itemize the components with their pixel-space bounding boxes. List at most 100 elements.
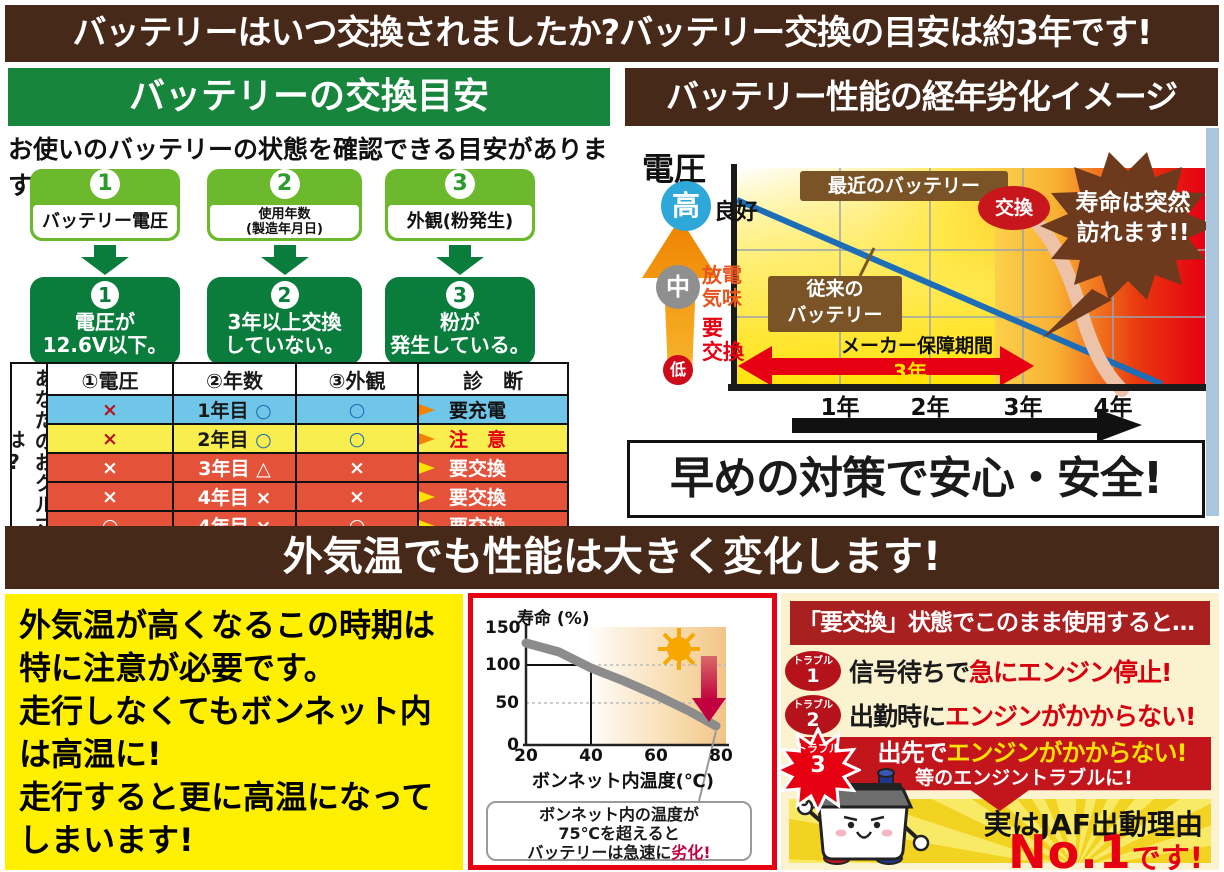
level-low-badge: 低 [663, 355, 693, 385]
bubble-line3-highlight: 劣化! [671, 843, 711, 862]
step-3-number: 3 [445, 169, 475, 199]
trouble-3-badge: トラブル 3 [781, 725, 863, 815]
voltage-mark: × [102, 398, 118, 421]
years-mark: ○ [255, 429, 272, 451]
step-2-result-number: 2 [270, 281, 299, 309]
years-label: 2年目 [197, 429, 249, 451]
step-3: 3 外観(粉発生) 3 粉が 発生している。 [385, 166, 535, 365]
trouble-2-highlight: エンジンがかからない! [945, 702, 1196, 731]
step-3-result-line1: 粉が [440, 310, 480, 334]
trouble-row-2: トラブル 2 出勤時にエンジンがかからない! [785, 693, 1196, 737]
bubble-line2: 75℃を超えると [558, 824, 680, 843]
level-high-badge: 高 [661, 181, 711, 231]
col-header-voltage: ①電圧 [46, 362, 174, 396]
trouble-2-badge: トラブル 2 [785, 695, 841, 735]
trouble-3-prefix: 出先で [877, 739, 948, 767]
warning-line: しまいます! [19, 821, 194, 859]
diagnosis-arrow-icon [420, 427, 435, 450]
bubble-line3-prefix: バッテリーは急速に [527, 843, 672, 862]
step-2-result-box: 2 3年以上交換 していない。 [207, 277, 362, 365]
down-arrow-icon [436, 245, 484, 275]
heat-warning-box: 外気温が高くなるこの時期は 特に注意が必要です。 走行しなくてもボンネット内 は… [5, 594, 463, 870]
warranty-label: メーカー保障期間 [840, 335, 993, 357]
trouble-panel-header: 「要交換」状態でこのまま使用すると… [790, 601, 1210, 645]
table-row: × 2年目 ○ ○ 注 意 [11, 423, 569, 454]
trouble-1-highlight: 急にエンジン停止! [969, 658, 1172, 687]
step-2: 2 使用年数 (製造年月日) 2 3年以上交換 していない。 [207, 166, 362, 365]
recent-battery-tag: 最近のバッテリー [800, 171, 1008, 201]
diagnosis-table: あなたのおクルマは? ①電圧 ②年数 ③外観 診 断 × 1年目 ○ ○ 要充電… [10, 362, 569, 541]
trouble-1-prefix: 信号待ちで [849, 658, 970, 687]
badge-label: トラブル [793, 700, 833, 711]
jaf-reason-text: 実はJAF出動理由 [983, 808, 1203, 841]
step-2-check-box: 2 使用年数 (製造年月日) [207, 169, 362, 241]
state-replace-line1: 要 [702, 316, 723, 340]
table-row: × 1年目 ○ ○ 要充電 [11, 394, 569, 425]
step-1: 1 バッテリー電圧 1 電圧が 12.6V以下。 [30, 166, 180, 365]
temp-warning-bubble: ボンネット内の温度が 75℃を超えると バッテリーは急速に劣化! [486, 801, 752, 862]
diagnosis-text: 要充電 [449, 400, 507, 422]
early-measures-message: 早めの対策で安心・安全! [627, 440, 1205, 518]
step-1-number: 1 [90, 169, 120, 199]
badge-number: 3 [810, 753, 826, 778]
temperature-chart: 寿命 (%) 150 100 50 0 20 40 60 80 ボンネット内温度… [468, 593, 777, 870]
lifespan-burst-text: 寿命は突然 訪れます!! [1058, 188, 1208, 248]
burst-line2: 訪れます!! [1076, 220, 1190, 246]
years-label: 3年目 [198, 458, 250, 480]
x-tick-80: 80 [709, 746, 733, 766]
step-1-result-box: 1 電圧が 12.6V以下。 [30, 277, 180, 365]
x-tick-3year: 3年 [1003, 395, 1043, 421]
trouble-3-text: 出先でエンジンがかからない! [797, 739, 1211, 767]
level-mid-badge: 中 [656, 265, 700, 309]
diagnosis-arrow-icon [420, 398, 435, 421]
y-tick-50: 50 [495, 693, 519, 713]
x-axis-line [728, 384, 1206, 391]
state-replace-line2: 交換 [702, 340, 744, 364]
trouble-3-badge-text: トラブル 3 [781, 743, 861, 778]
conventional-battery-tag: 従来の バッテリー [768, 276, 902, 332]
step-2-label-line1: 使用年数 [258, 207, 311, 222]
step-1-result-line1: 電圧が [75, 310, 135, 334]
diagnosis-arrow-icon [420, 456, 435, 479]
state-good-label: 良好 [714, 200, 759, 225]
trouble-1-badge: トラブル 1 [785, 651, 841, 691]
warning-line: 走行すると更に高温になって [19, 778, 434, 816]
y-tick-100: 100 [485, 655, 521, 675]
warning-line: 走行しなくてもボンネット内 [19, 692, 432, 730]
table-row: × 3年目 △ × 要交換 [11, 452, 569, 483]
table-row: × 4年目 × × 要交換 [11, 481, 569, 512]
swap-badge: 交換 [978, 186, 1050, 230]
appearance-mark: ○ [348, 398, 366, 421]
trouble-2-text: 出勤時にエンジンがかからない! [849, 697, 1196, 733]
down-arrow-icon [260, 245, 309, 275]
step-1-label: バッテリー電圧 [33, 205, 177, 238]
jaf-no1: No.1 [1008, 825, 1132, 870]
appearance-mark: ○ [348, 427, 366, 450]
x-tick-20: 20 [514, 746, 538, 766]
table-header-row: あなたのおクルマは? ①電圧 ②年数 ③外観 診 断 [10, 362, 569, 541]
step-3-label: 外観(粉発生) [388, 205, 532, 238]
years-label: 4年目 [197, 487, 249, 509]
step-2-label-line2: (製造年月日) [246, 222, 323, 237]
warning-line: は高温に! [19, 735, 162, 773]
years-mark: × [255, 487, 272, 509]
y-tick-150: 150 [485, 618, 521, 638]
years-mark: △ [256, 458, 271, 480]
trouble-panel: 「要交換」状態でこのまま使用すると… トラブル 1 信号待ちで急にエンジン停止!… [781, 593, 1219, 870]
diagnosis-text: 要交換 [449, 458, 507, 480]
starburst-icon [781, 725, 863, 815]
y-tick-0: 0 [507, 735, 519, 755]
diagnosis-arrow-icon [420, 485, 435, 508]
voltage-axis-title: 電圧 [642, 150, 707, 188]
top-banner: バッテリーはいつ交換されましたか?バッテリー交換の目安は約3年です! [5, 5, 1219, 62]
down-arrow-icon [81, 245, 129, 275]
warning-line: 外気温が高くなるこの時期は [19, 606, 436, 644]
conventional-tag-line2: バッテリー [787, 304, 883, 326]
col-header-diagnosis: 診 断 [417, 362, 569, 396]
state-discharge-line1: 放電 [702, 263, 742, 287]
bubble-line1: ボンネット内の温度が [539, 805, 699, 824]
step-1-result-line2: 12.6V以下。 [42, 333, 168, 357]
appearance-mark: × [349, 456, 365, 479]
y-axis-line [731, 164, 737, 390]
